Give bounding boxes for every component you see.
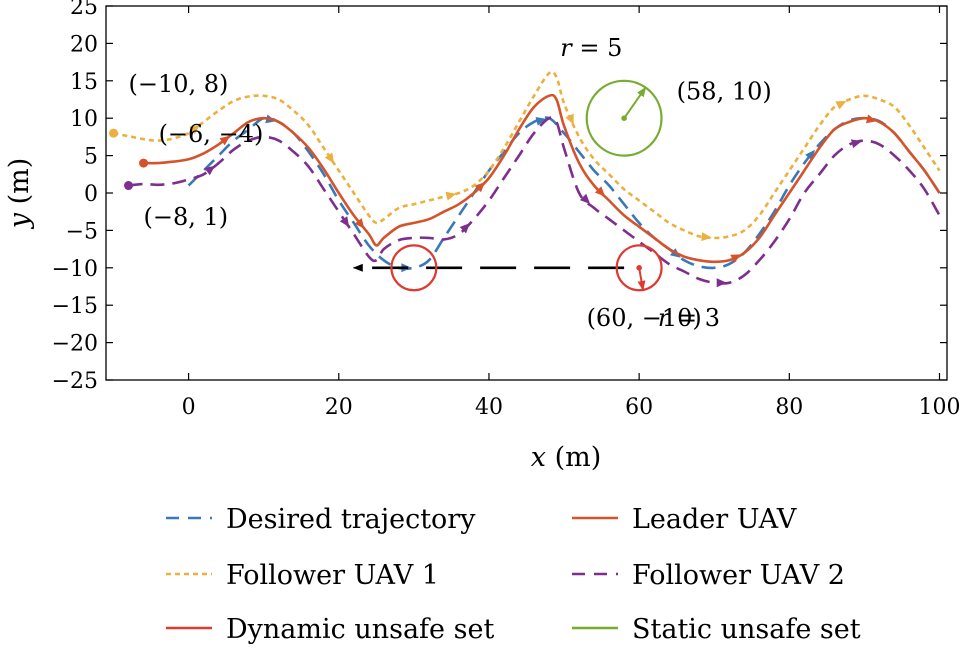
x-tick-label: 60	[625, 395, 653, 420]
plot-area	[106, 6, 947, 380]
direction-marker-follower2	[716, 278, 727, 288]
direction-marker-follower2	[579, 193, 591, 205]
point-annotation: (−10, 8)	[129, 70, 229, 98]
direction-marker-follower1	[189, 124, 201, 135]
y-tick-label: 25	[70, 0, 98, 20]
direction-marker-leader	[219, 135, 231, 146]
dynamic-unsafe-set-radius-arrow	[637, 267, 646, 291]
legend-label-follower2: Follower UAV 2	[632, 560, 845, 591]
point-annotation: (−6, −4)	[159, 120, 264, 148]
x-tick-label: 100	[918, 395, 960, 420]
y-tick-label: 0	[84, 182, 98, 207]
direction-marker-leader	[730, 254, 742, 263]
direction-marker-follower1	[701, 232, 712, 242]
series-line-leader	[143, 93, 941, 264]
direction-marker-leader	[474, 181, 485, 193]
y-tick-label: −25	[52, 369, 98, 394]
series-line-follower2	[128, 115, 941, 285]
legend-label-dynamic: Dynamic unsafe set	[226, 614, 494, 645]
x-tick-label: 40	[475, 395, 503, 420]
y-tick-label: 15	[70, 70, 98, 95]
series-start-dot-leader	[139, 158, 149, 168]
y-tick-label: 10	[70, 107, 98, 132]
direction-marker-follower2	[339, 216, 350, 228]
legend-label-desired: Desired trajectory	[226, 504, 476, 535]
overlay-layer	[352, 79, 663, 292]
direction-marker-follower1	[565, 113, 574, 125]
x-tick-label: 0	[182, 395, 196, 420]
direction-marker-follower2	[204, 165, 216, 176]
direction-marker-follower1	[445, 191, 457, 201]
point-annotation: (−8, 1)	[144, 203, 229, 231]
direction-marker-desired	[535, 116, 547, 126]
direction-marker-follower1	[835, 100, 847, 110]
static-unsafe-set-circle	[585, 79, 663, 157]
y-tick-label: −15	[52, 294, 98, 319]
annotations: (−10, 8) (−6, −4) (−8, 1) (60, −10) (58, 10)…	[129, 34, 772, 332]
y-tick-label: −20	[52, 332, 98, 357]
y-axis-ticks: 25 20 15 10 5 0 −5 −10 −15 −20 −25	[52, 0, 947, 394]
x-axis-ticks: 0 20 40 60 80 100	[182, 6, 960, 420]
series-line-desired	[187, 116, 941, 270]
data-layer	[109, 70, 941, 288]
y-tick-label: 20	[70, 32, 98, 57]
y-axis-label: y (m)	[4, 158, 35, 230]
dynamic-unsafe-set-circle	[390, 244, 438, 292]
direction-marker-follower2	[459, 223, 470, 234]
x-tick-label: 20	[325, 395, 353, 420]
point-annotation: (60, −10)	[587, 304, 702, 332]
legend: Desired trajectory Leader UAV Follower UAV…	[166, 504, 861, 645]
y-tick-label: −10	[52, 257, 98, 282]
radius-label: r = 3	[658, 304, 720, 332]
x-tick-label: 80	[775, 395, 803, 420]
y-tick-label: −5	[66, 219, 98, 244]
direction-marker-leader	[354, 218, 365, 229]
x-axis-label: x (m)	[531, 442, 602, 473]
series-start-dot-follower1	[109, 128, 119, 138]
point-annotation: (58, 10)	[677, 78, 772, 106]
y-tick-label: 5	[84, 145, 98, 170]
series-start-dot-follower2	[124, 181, 134, 191]
legend-label-static: Static unsafe set	[632, 614, 861, 645]
legend-label-leader: Leader UAV	[632, 504, 797, 535]
direction-marker-follower2	[850, 139, 862, 149]
static-unsafe-set-radius-arrow	[623, 86, 647, 119]
legend-label-follower1: Follower UAV 1	[226, 560, 439, 591]
radius-label: r = 5	[560, 34, 622, 62]
direction-marker-follower1	[324, 152, 335, 164]
direction-marker-leader	[865, 114, 877, 124]
direction-marker-leader	[594, 186, 606, 197]
series-line-follower1	[113, 70, 941, 240]
